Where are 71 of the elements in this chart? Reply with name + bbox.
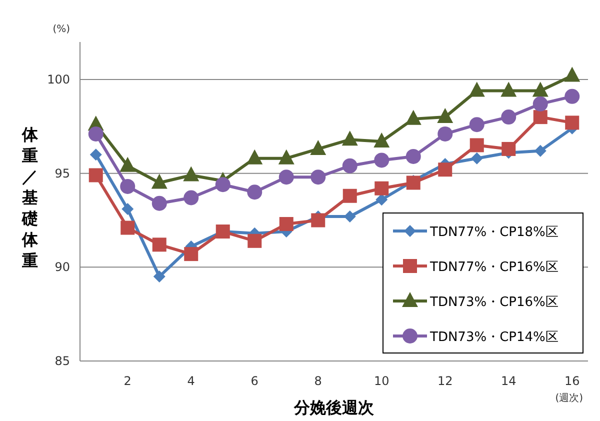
point xyxy=(310,140,326,155)
point xyxy=(532,82,548,97)
point xyxy=(246,149,263,164)
point xyxy=(468,82,485,97)
point xyxy=(437,108,454,124)
point xyxy=(152,196,167,211)
point xyxy=(500,82,517,97)
legend-label: TDN77%・CP18%区 xyxy=(429,225,558,240)
point xyxy=(374,132,390,148)
point xyxy=(534,144,546,157)
point xyxy=(122,203,134,216)
point xyxy=(470,138,484,152)
point xyxy=(376,194,388,206)
y-axis-title: 体重／基礎体重 xyxy=(21,125,39,270)
point xyxy=(565,116,580,130)
point xyxy=(564,66,580,82)
legend-label: TDN73%・CP16%区 xyxy=(429,295,558,310)
point xyxy=(532,96,548,112)
text: (%) xyxy=(52,24,70,35)
y-tick-label: 85 xyxy=(54,354,70,368)
point xyxy=(88,126,104,142)
point xyxy=(564,88,580,104)
x-tick-label: 4 xyxy=(187,374,195,388)
point xyxy=(278,170,294,185)
point xyxy=(469,117,484,132)
point xyxy=(120,178,136,194)
point xyxy=(90,148,102,161)
point xyxy=(151,174,168,189)
text: (週次) xyxy=(555,393,584,404)
point xyxy=(310,170,326,185)
point xyxy=(406,148,421,164)
point xyxy=(120,220,135,235)
point xyxy=(120,156,136,172)
legend-label: TDN77%・CP16%区 xyxy=(429,260,558,275)
point xyxy=(311,213,326,228)
point xyxy=(502,142,516,156)
point xyxy=(470,152,483,164)
point xyxy=(184,190,199,206)
y-tick-label: 90 xyxy=(54,260,70,274)
point xyxy=(215,177,230,192)
legend-label: TDN73%・CP14%区 xyxy=(429,330,558,345)
point xyxy=(153,270,166,283)
point xyxy=(406,176,420,190)
point xyxy=(88,168,103,182)
point xyxy=(533,110,548,124)
point xyxy=(342,188,357,203)
y-tick-label: 95 xyxy=(54,166,70,180)
point xyxy=(248,234,262,248)
point xyxy=(374,152,390,168)
point xyxy=(279,217,294,232)
y-tick-label: 100 xyxy=(47,72,70,87)
x-tick-label: 6 xyxy=(250,374,258,388)
point xyxy=(278,149,294,164)
point xyxy=(152,238,166,252)
point xyxy=(184,247,198,262)
point xyxy=(438,126,453,142)
x-tick-label: 14 xyxy=(500,374,516,388)
x-tick-label: 8 xyxy=(314,374,322,388)
x-tick-label: 16 xyxy=(564,374,580,388)
point xyxy=(438,162,452,177)
point xyxy=(247,184,262,200)
x-axis-title: 分娩後週次 xyxy=(293,398,375,417)
x-tick-label: 10 xyxy=(374,374,390,388)
point xyxy=(374,181,389,196)
point xyxy=(342,130,358,146)
point xyxy=(183,166,200,182)
point xyxy=(501,110,516,125)
x-tick-label: 12 xyxy=(437,374,453,388)
x-tick-label: 2 xyxy=(124,374,132,388)
point xyxy=(405,110,422,125)
point xyxy=(342,158,358,174)
